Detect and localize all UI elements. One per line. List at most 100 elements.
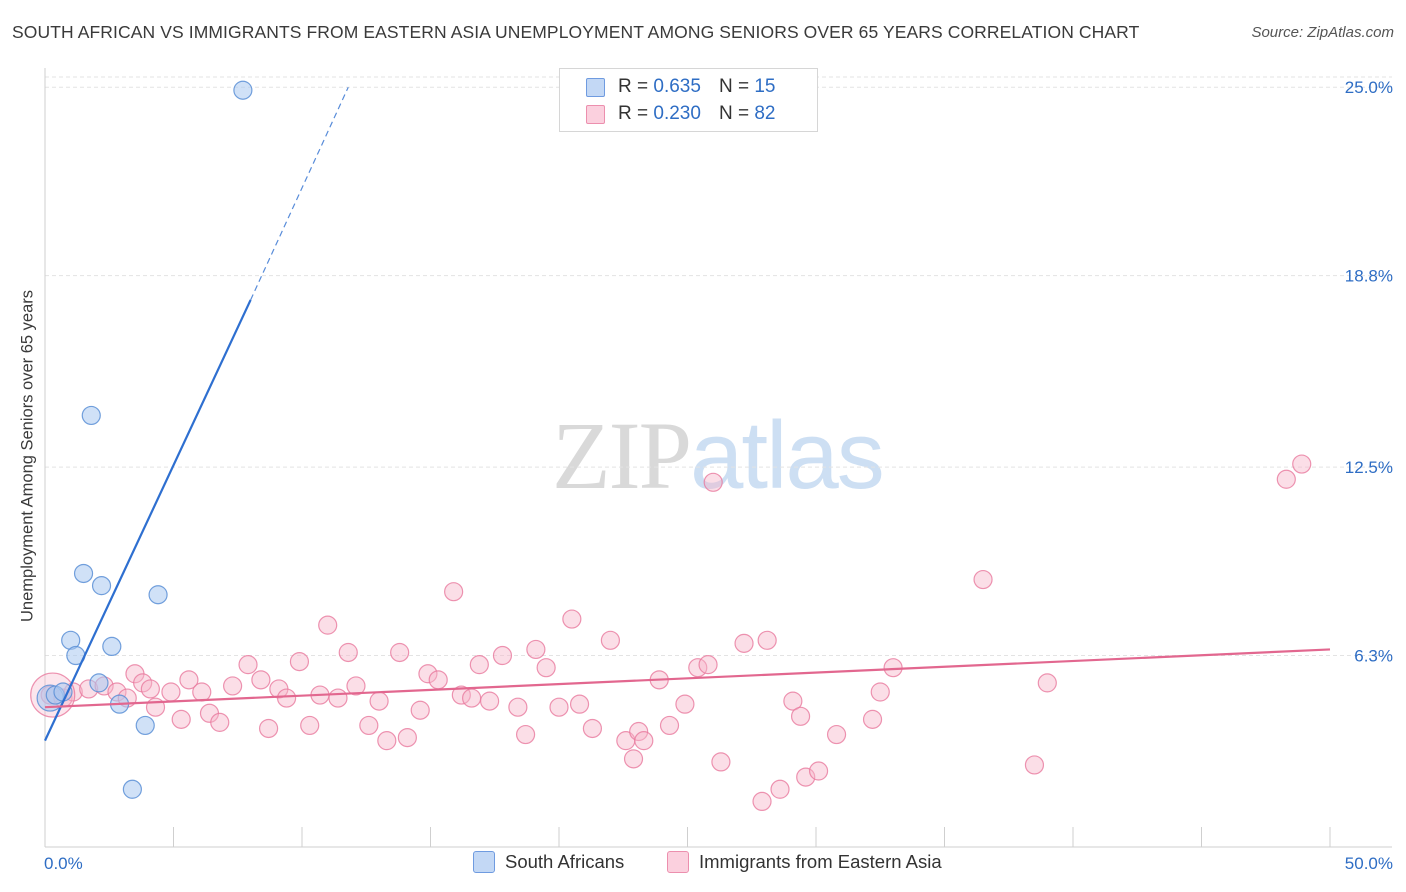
data-point-immigrants — [600, 630, 621, 650]
data-point-immigrants — [808, 761, 829, 781]
data-point-immigrants — [238, 655, 258, 675]
data-point-immigrants — [752, 791, 772, 812]
legend-label-south-africans: South Africans — [505, 851, 625, 872]
data-point-immigrants — [258, 718, 279, 739]
legend-row-south-africans: R = 0.635 N = 15 — [586, 74, 775, 100]
data-point-immigrants — [1292, 454, 1312, 474]
data-point-immigrants — [171, 709, 191, 729]
legend-n-value: 15 — [754, 76, 776, 97]
data-point-immigrants — [397, 727, 417, 748]
data-point-immigrants — [883, 658, 903, 678]
series-legend: South Africans Immigrants from Eastern A… — [0, 851, 1406, 877]
tick-labels: 6.3% 12.5% 18.8% 25.0% 0.0% 50.0% — [44, 78, 1393, 873]
data-point-south-africans — [81, 405, 101, 426]
data-point-immigrants — [140, 679, 160, 699]
data-point-immigrants — [492, 645, 513, 666]
trend-line-south-africans — [44, 299, 252, 742]
gridlines — [45, 76, 1392, 657]
legend-label-immigrants: Immigrants from Eastern Asia — [699, 851, 942, 872]
data-point-immigrants — [770, 779, 790, 799]
legend-swatch-pink — [586, 104, 605, 124]
legend-row-immigrants: R = 0.230 N = 82 — [586, 101, 775, 127]
data-point-south-africans — [89, 673, 109, 693]
data-point-south-africans — [135, 715, 155, 736]
legend-swatch-blue — [586, 77, 605, 97]
y-tick-label: 12.5% — [1345, 458, 1393, 477]
data-point-immigrants — [318, 615, 338, 635]
legend-r-value: 0.635 — [653, 76, 701, 97]
data-point-immigrants — [418, 664, 438, 684]
data-point-immigrants — [251, 670, 271, 690]
data-point-south-africans — [233, 80, 253, 100]
data-point-south-africans — [91, 576, 112, 596]
y-tick-label: 18.8% — [1345, 267, 1393, 286]
data-point-immigrants — [223, 676, 243, 696]
watermark-zip: ZIP — [552, 402, 692, 509]
source-credit: Source: ZipAtlas.com — [1251, 24, 1394, 41]
legend-n-label: N = — [718, 76, 750, 97]
legend-item-south-africans: South Africans — [473, 851, 624, 873]
data-point-immigrants — [428, 670, 448, 690]
data-point-immigrants — [359, 715, 379, 736]
data-point-immigrants — [515, 724, 536, 745]
data-point-immigrants — [300, 715, 320, 736]
trend-lines — [44, 86, 1331, 742]
data-point-immigrants — [569, 694, 590, 714]
data-point-immigrants — [480, 691, 500, 711]
data-point-immigrants — [675, 694, 695, 714]
data-point-south-africans — [102, 636, 122, 657]
legend-n-label: N = — [718, 103, 750, 124]
data-point-immigrants — [783, 691, 803, 711]
x-tick-label: 0.0% — [44, 854, 83, 873]
data-point-immigrants — [1024, 755, 1045, 775]
data-point-immigrants — [289, 652, 310, 672]
data-point-south-africans — [148, 585, 168, 605]
data-point-immigrants — [369, 691, 389, 711]
data-point-immigrants — [711, 752, 731, 772]
data-point-immigrants — [659, 715, 680, 736]
axes — [44, 68, 1392, 848]
data-point-immigrants — [410, 700, 430, 720]
trend-line-immigrants — [44, 648, 1331, 709]
chart-title: SOUTH AFRICAN VS IMMIGRANTS FROM EASTERN… — [12, 22, 1140, 42]
data-point-south-africans — [73, 563, 94, 584]
data-point-immigrants — [698, 655, 718, 675]
series-south-africans — [36, 80, 253, 799]
watermark-atlas: atlas — [690, 402, 885, 509]
data-point-immigrants — [862, 709, 883, 729]
data-point-immigrants — [462, 688, 482, 708]
trend-line-south-africans-extension — [250, 86, 349, 301]
data-point-immigrants — [133, 673, 153, 693]
legend-swatch-pink — [667, 851, 689, 873]
series-immigrants-eastern-asia — [30, 454, 1312, 812]
data-point-immigrants — [536, 658, 556, 678]
data-point-immigrants — [757, 630, 777, 650]
data-point-immigrants — [179, 670, 199, 690]
data-point-immigrants — [161, 682, 181, 702]
data-point-immigrants — [549, 697, 569, 717]
legend-r-label: R = — [618, 103, 649, 124]
data-point-immigrants — [734, 633, 754, 653]
y-tick-label: 6.3% — [1354, 647, 1393, 666]
x-tick-label: 50.0% — [1345, 854, 1393, 873]
watermark: ZIPatlas — [552, 400, 885, 511]
data-point-immigrants — [469, 655, 489, 675]
data-point-immigrants — [703, 472, 723, 492]
data-point-immigrants — [328, 688, 348, 708]
legend-swatch-blue — [473, 851, 495, 873]
data-point-immigrants — [826, 724, 847, 745]
data-point-immigrants — [346, 676, 366, 696]
data-point-immigrants — [790, 706, 811, 726]
data-point-immigrants — [634, 731, 654, 751]
data-point-immigrants — [973, 569, 993, 590]
data-point-south-africans — [122, 779, 142, 799]
correlation-legend: R = 0.635 N = 15 R = 0.230 N = 82 — [559, 68, 818, 132]
data-point-immigrants — [870, 682, 890, 702]
legend-item-immigrants: Immigrants from Eastern Asia — [667, 851, 942, 873]
data-point-immigrants — [276, 688, 297, 708]
data-point-immigrants — [338, 642, 358, 663]
data-point-immigrants — [562, 609, 582, 629]
data-point-immigrants — [623, 749, 644, 769]
data-point-immigrants — [192, 682, 212, 702]
